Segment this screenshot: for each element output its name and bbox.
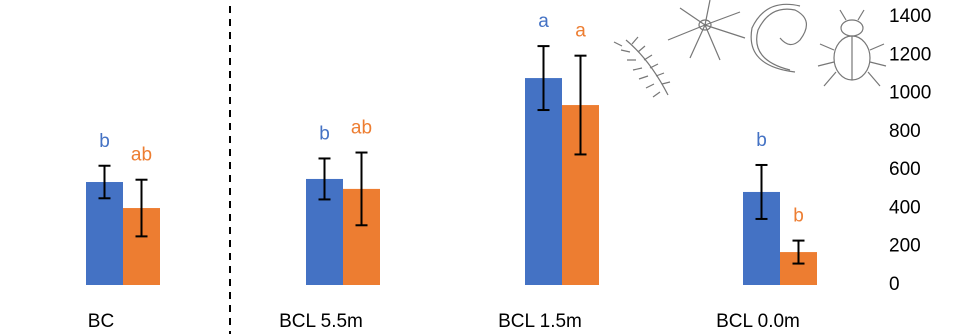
y-tick-label: 1400: [889, 6, 931, 27]
y-tick-label: 800: [889, 121, 921, 142]
x-tick-label: BCL 1.5m: [498, 311, 582, 332]
significance-letter: b: [793, 206, 804, 227]
millipede-icon: [751, 4, 806, 72]
y-tick-label: 600: [889, 159, 921, 180]
significance-letter: b: [756, 130, 767, 151]
arthropod-icons: [614, 0, 886, 97]
significance-letter: b: [99, 131, 110, 152]
significance-letter: ab: [351, 118, 372, 139]
x-tick-label: BC: [88, 311, 114, 332]
x-tick-label: BCL 0.0m: [716, 311, 800, 332]
significance-letter: ab: [131, 145, 152, 166]
y-tick-label: 200: [889, 236, 921, 257]
significance-letter: a: [538, 11, 549, 32]
significance-letter: b: [319, 123, 330, 144]
centipede-icon: [614, 37, 670, 97]
significance-letter: a: [575, 21, 586, 42]
x-tick-label: BCL 5.5m: [279, 311, 363, 332]
y-tick-label: 1000: [889, 83, 931, 104]
y-tick-label: 0: [889, 274, 900, 295]
chart: 0 200 400 600 800 1000 1200 1400 BC BCL 5.5m BCL 1…: [0, 0, 979, 334]
spider-icon: [668, 0, 745, 60]
y-tick-label: 400: [889, 197, 921, 218]
beetle-icon: [818, 10, 886, 86]
y-tick-label: 1200: [889, 44, 931, 65]
